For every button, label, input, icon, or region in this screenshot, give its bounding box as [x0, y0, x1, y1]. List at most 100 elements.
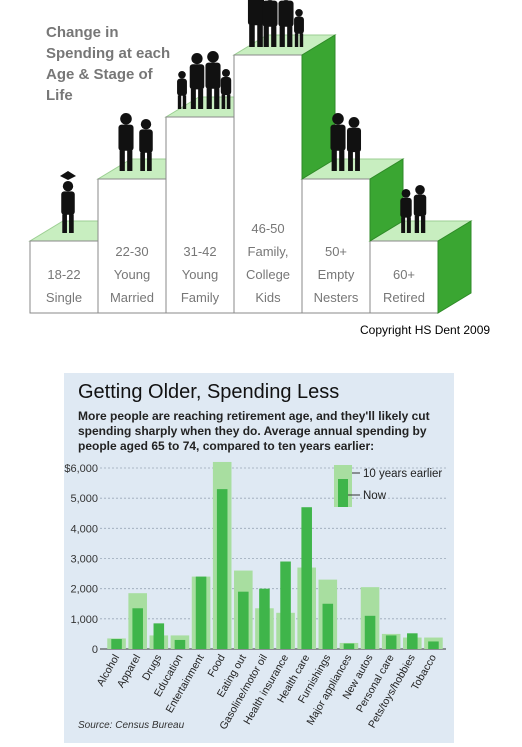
- stair-label: Retired: [383, 290, 425, 305]
- bar-now: [301, 507, 312, 649]
- bar-now: [364, 615, 376, 649]
- copyright-text: Copyright HS Dent 2009: [360, 323, 491, 337]
- person-silhouette-icon: [346, 117, 362, 171]
- step-front-face: [165, 116, 235, 314]
- person-head: [415, 185, 425, 195]
- spending-bar-chart: $6,0005,0004,0003,0002,0001,0000AlcoholA…: [64, 461, 446, 732]
- person-body: [400, 197, 412, 218]
- stair-label: Kids: [255, 290, 281, 305]
- person-body: [139, 129, 153, 153]
- stair-label: 18-22: [47, 267, 80, 282]
- person-leg: [249, 24, 255, 47]
- person-leg: [271, 26, 277, 47]
- stair-label: Family,: [248, 244, 289, 259]
- person-head: [222, 69, 230, 77]
- life-stage-chart: Change in Spending at each Age & Stage of L…: [28, 0, 473, 314]
- person-body: [294, 16, 304, 34]
- person-head: [332, 113, 344, 125]
- person-leg: [140, 152, 145, 171]
- stair-label: 50+: [325, 244, 347, 259]
- y-tick-label: 1,000: [70, 614, 98, 626]
- person-leg: [414, 215, 420, 233]
- person-head: [348, 117, 360, 128]
- bar-now: [216, 489, 228, 649]
- panel-title: Getting Older, Spending Less: [78, 381, 340, 403]
- spending-chart-panel: Getting Older, Spending Less More people…: [64, 373, 454, 743]
- person-leg: [62, 214, 67, 233]
- step-front-face: [369, 240, 439, 314]
- person-head: [401, 189, 411, 198]
- person-leg: [299, 33, 304, 47]
- person-silhouette-icon: [330, 113, 346, 171]
- person-silhouette-icon: [118, 113, 134, 171]
- person-body: [189, 64, 205, 90]
- person-silhouette-icon: [177, 71, 187, 109]
- legend-label-earlier: 10 years earlier: [363, 468, 442, 480]
- person-leg: [294, 33, 299, 47]
- bar-now: [195, 576, 207, 649]
- person-silhouette-icon: [413, 185, 427, 233]
- legend-label-now: Now: [363, 490, 387, 502]
- stair-label: 31-42: [183, 244, 216, 259]
- person-body: [262, 0, 278, 27]
- person-leg: [221, 94, 226, 109]
- person-leg: [263, 26, 269, 47]
- y-tick-label: 4,000: [70, 523, 98, 535]
- person-body: [177, 78, 187, 96]
- person-leg: [420, 215, 426, 233]
- graduation-cap-icon: [60, 171, 76, 180]
- person-silhouette-icon: [220, 69, 232, 109]
- person-leg: [406, 217, 411, 233]
- person-leg: [206, 88, 212, 109]
- person-leg: [279, 26, 285, 47]
- bar-now: [153, 623, 165, 649]
- stair-label: Nesters: [314, 290, 359, 305]
- step-front-face: [301, 178, 371, 314]
- stairs-title-line: Life: [46, 87, 73, 104]
- y-tick-label: 0: [92, 644, 98, 656]
- legend-swatch-now: [338, 479, 348, 507]
- person-leg: [190, 88, 196, 109]
- step-side-face: [437, 220, 472, 314]
- stair-label: Young: [182, 267, 218, 282]
- person-head: [295, 9, 303, 17]
- person-leg: [127, 150, 133, 171]
- person-head: [267, 0, 273, 1]
- bar-now: [111, 639, 122, 649]
- bar-now: [428, 641, 439, 649]
- stair-label: Empty: [318, 267, 355, 282]
- stair-label: 46-50: [251, 221, 284, 236]
- bar-now: [259, 588, 270, 649]
- person-leg: [331, 150, 337, 171]
- stair-label: 60+: [393, 267, 415, 282]
- person-body: [278, 0, 294, 27]
- person-silhouette-icon: [61, 181, 75, 233]
- person-silhouette-icon: [400, 189, 412, 233]
- person-silhouette-icon: [262, 0, 278, 47]
- person-body: [205, 62, 221, 89]
- person-silhouette-icon: [247, 0, 265, 47]
- bar-now: [343, 643, 355, 649]
- person-leg: [257, 24, 263, 47]
- stair-label: Married: [110, 290, 154, 305]
- stair-label: Young: [114, 267, 150, 282]
- person-silhouette-icon: [278, 0, 294, 47]
- person-leg: [147, 152, 152, 171]
- person-body: [346, 127, 362, 153]
- person-silhouette-icon: [294, 9, 304, 47]
- panel-subtitle: More people are reaching retirement age,…: [78, 409, 430, 453]
- bar-now: [174, 639, 186, 649]
- person-leg: [214, 88, 220, 109]
- person-head: [191, 53, 203, 65]
- stair-step: [232, 34, 337, 314]
- person-body: [220, 77, 232, 95]
- stair-label: 22-30: [115, 244, 148, 259]
- stair-label: Single: [46, 290, 82, 305]
- person-leg: [355, 151, 360, 171]
- step-front-face: [29, 240, 99, 314]
- source-note: Source: Census Bureau: [78, 720, 185, 731]
- person-leg: [287, 26, 293, 47]
- person-head: [120, 113, 132, 125]
- y-tick-label: 2,000: [70, 584, 98, 596]
- step-side-face: [301, 34, 336, 180]
